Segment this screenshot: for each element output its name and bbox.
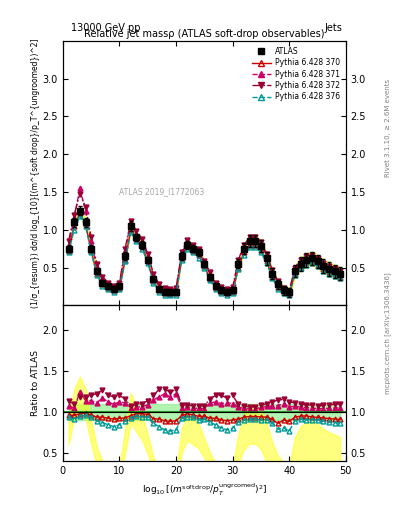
Text: mcplots.cern.ch [arXiv:1306.3436]: mcplots.cern.ch [arXiv:1306.3436] bbox=[384, 272, 391, 394]
Text: 13000 GeV pp: 13000 GeV pp bbox=[71, 23, 140, 33]
Legend: ATLAS, Pythia 6.428 370, Pythia 6.428 371, Pythia 6.428 372, Pythia 6.428 376: ATLAS, Pythia 6.428 370, Pythia 6.428 37… bbox=[250, 45, 342, 103]
X-axis label: $\log_{10}[(m^{\mathrm{soft\,drop}}/p_T^{\mathrm{ungroomed}})^2]$: $\log_{10}[(m^{\mathrm{soft\,drop}}/p_T^… bbox=[141, 481, 267, 498]
Text: Jets: Jets bbox=[324, 23, 342, 33]
Y-axis label: (1/σ_{resum}) dσ/d log_{10}[(m^{soft drop}/p_T^{ungroomed})^2]: (1/σ_{resum}) dσ/d log_{10}[(m^{soft dro… bbox=[31, 38, 40, 308]
Text: Rivet 3.1.10, ≥ 2.6M events: Rivet 3.1.10, ≥ 2.6M events bbox=[385, 79, 391, 177]
Title: Relative jet massρ (ATLAS soft-drop observables): Relative jet massρ (ATLAS soft-drop obse… bbox=[84, 29, 325, 39]
Text: ATLAS 2019_I1772063: ATLAS 2019_I1772063 bbox=[119, 187, 204, 196]
Y-axis label: Ratio to ATLAS: Ratio to ATLAS bbox=[31, 350, 40, 416]
